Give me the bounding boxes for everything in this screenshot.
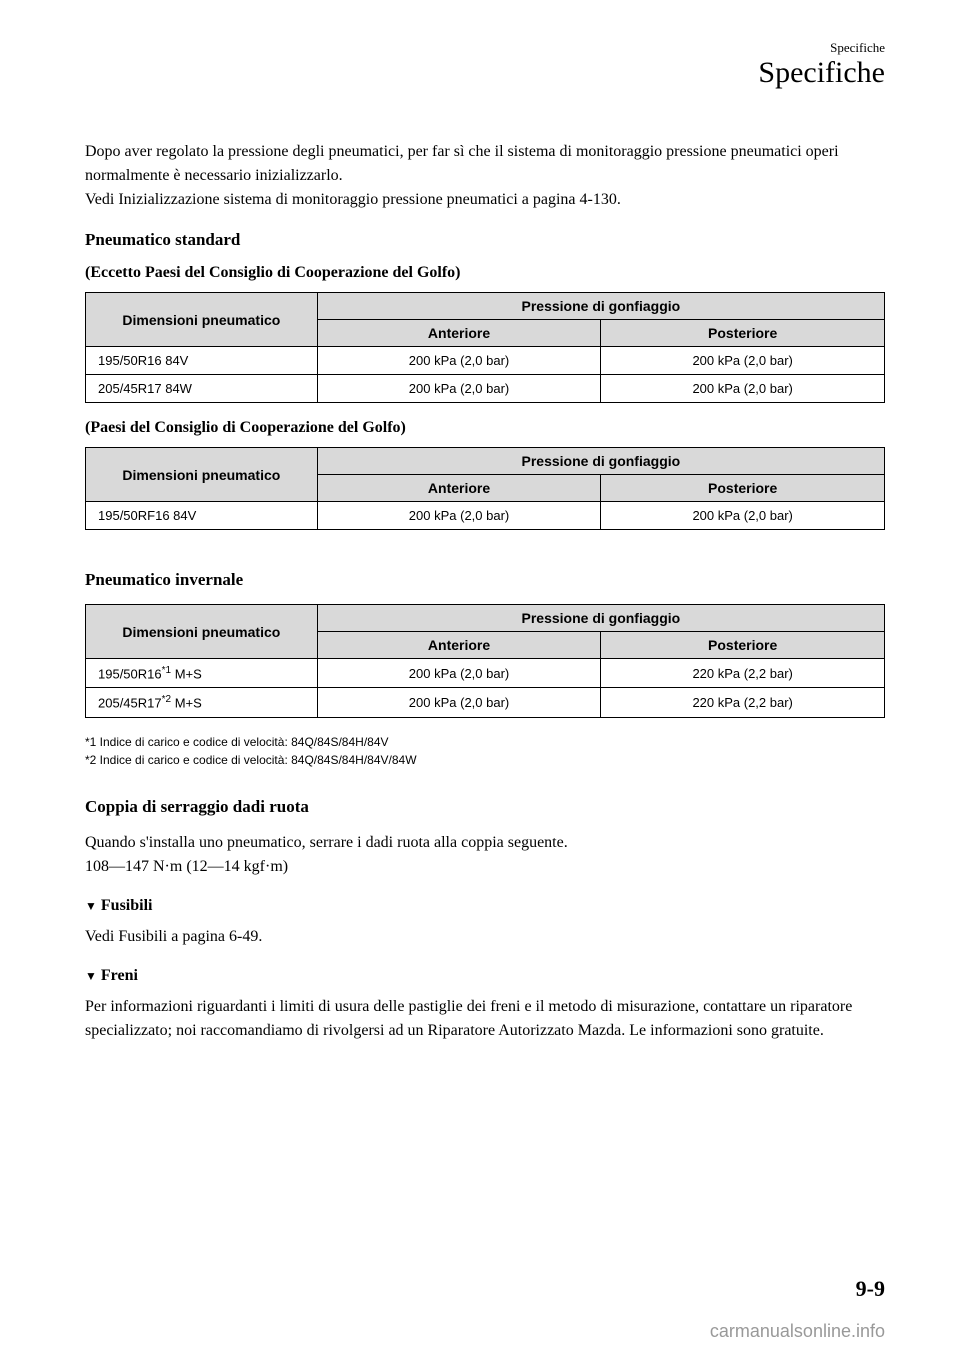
footnote-2: *2 Indice di carico e codice di velocità… — [85, 752, 885, 769]
table-header-front: Anteriore — [317, 632, 601, 659]
cell-rear: 200 kPa (2,0 bar) — [601, 502, 885, 530]
except-gcc-heading: (Eccetto Paesi del Consiglio di Cooperaz… — [85, 264, 885, 282]
table-header-pressure: Pressione di gonfiaggio — [317, 293, 884, 320]
watermark: carmanualsonline.info — [710, 1321, 885, 1342]
intro-line1: Dopo aver regolato la pressione degli pn… — [85, 143, 839, 184]
table-header-dim: Dimensioni pneumatico — [86, 448, 318, 502]
cell-rear: 220 kPa (2,2 bar) — [601, 659, 885, 688]
cell-front: 200 kPa (2,0 bar) — [317, 375, 601, 403]
table-header-dim: Dimensioni pneumatico — [86, 293, 318, 347]
gcc-heading: (Paesi del Consiglio di Cooperazione del… — [85, 419, 885, 437]
table-header-front: Anteriore — [317, 320, 601, 347]
page-header: Specifiche Specifiche — [85, 40, 885, 90]
cell-dim: 195/50R16 84V — [86, 347, 318, 375]
table-row: 205/45R17 84W 200 kPa (2,0 bar) 200 kPa … — [86, 375, 885, 403]
table-header-pressure: Pressione di gonfiaggio — [317, 605, 884, 632]
cell-rear: 200 kPa (2,0 bar) — [601, 375, 885, 403]
fuses-text: Vedi Fusibili a pagina 6-49. — [85, 925, 885, 949]
brakes-label: Freni — [101, 967, 138, 984]
torque-line2: 108—147 N·m (12—14 kgf·m) — [85, 858, 288, 875]
triangle-icon: ▼ — [85, 969, 97, 983]
table-header-rear: Posteriore — [601, 475, 885, 502]
header-title: Specifiche — [85, 56, 885, 90]
header-category: Specifiche — [85, 40, 885, 56]
footnotes: *1 Indice di carico e codice di velocità… — [85, 734, 885, 770]
cell-front: 200 kPa (2,0 bar) — [317, 659, 601, 688]
table-header-dim: Dimensioni pneumatico — [86, 605, 318, 659]
intro-line2: Vedi Inizializzazione sistema di monitor… — [85, 191, 621, 208]
torque-text: Quando s'installa uno pneumatico, serrar… — [85, 831, 885, 879]
cell-rear: 200 kPa (2,0 bar) — [601, 347, 885, 375]
table-row: 195/50R16 84V 200 kPa (2,0 bar) 200 kPa … — [86, 347, 885, 375]
table-row: 195/50RF16 84V 200 kPa (2,0 bar) 200 kPa… — [86, 502, 885, 530]
torque-line1: Quando s'installa uno pneumatico, serrar… — [85, 834, 568, 851]
brakes-text: Per informazioni riguardanti i limiti di… — [85, 995, 885, 1043]
winter-tire-table: Dimensioni pneumatico Pressione di gonfi… — [85, 604, 885, 718]
cell-dim: 205/45R17*2 M+S — [86, 688, 318, 717]
standard-tire-heading: Pneumatico standard — [85, 230, 885, 250]
cell-dim: 195/50R16*1 M+S — [86, 659, 318, 688]
fuses-label: Fusibili — [101, 897, 153, 914]
fuses-heading: ▼ Fusibili — [85, 897, 885, 915]
table-header-rear: Posteriore — [601, 320, 885, 347]
table-header-rear: Posteriore — [601, 632, 885, 659]
winter-tire-heading: Pneumatico invernale — [85, 570, 885, 590]
footnote-1: *1 Indice di carico e codice di velocità… — [85, 734, 885, 751]
cell-front: 200 kPa (2,0 bar) — [317, 688, 601, 717]
cell-dim: 195/50RF16 84V — [86, 502, 318, 530]
cell-rear: 220 kPa (2,2 bar) — [601, 688, 885, 717]
table-row: 205/45R17*2 M+S 200 kPa (2,0 bar) 220 kP… — [86, 688, 885, 717]
standard-tire-table-1: Dimensioni pneumatico Pressione di gonfi… — [85, 292, 885, 403]
table-header-front: Anteriore — [317, 475, 601, 502]
torque-heading: Coppia di serraggio dadi ruota — [85, 797, 885, 817]
brakes-heading: ▼ Freni — [85, 967, 885, 985]
triangle-icon: ▼ — [85, 899, 97, 913]
cell-dim: 205/45R17 84W — [86, 375, 318, 403]
table-header-pressure: Pressione di gonfiaggio — [317, 448, 884, 475]
intro-paragraph: Dopo aver regolato la pressione degli pn… — [85, 140, 885, 212]
table-row: 195/50R16*1 M+S 200 kPa (2,0 bar) 220 kP… — [86, 659, 885, 688]
page-number: 9-9 — [856, 1276, 885, 1302]
cell-front: 200 kPa (2,0 bar) — [317, 502, 601, 530]
cell-front: 200 kPa (2,0 bar) — [317, 347, 601, 375]
standard-tire-table-2: Dimensioni pneumatico Pressione di gonfi… — [85, 447, 885, 530]
